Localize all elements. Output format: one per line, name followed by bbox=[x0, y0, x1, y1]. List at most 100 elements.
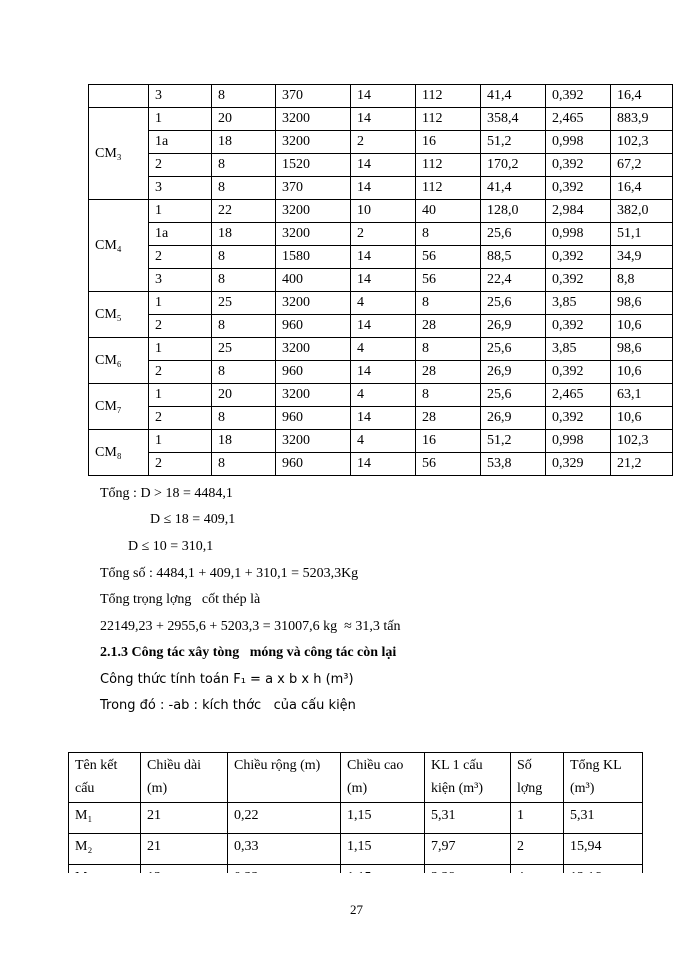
table-cell: 10,6 bbox=[610, 406, 673, 430]
table-row: 1a 18 3200 2 16 51,2 0,998 102,3 bbox=[89, 130, 673, 154]
table-cell: 20 bbox=[211, 383, 276, 407]
table-cell: 0,998 bbox=[545, 429, 611, 453]
group-label: CM₈ bbox=[88, 429, 149, 476]
table-cell: 8 bbox=[211, 176, 276, 200]
text-line: Tổng trọng lợng cốt thép là bbox=[100, 592, 261, 607]
table-cell: 8 bbox=[211, 314, 276, 338]
text-line: Tổng số : 4484,1 + 409,1 + 310,1 = 5203,… bbox=[100, 566, 359, 581]
header-cell: Số lợng bbox=[510, 752, 564, 803]
table-cell: 2 bbox=[148, 406, 212, 430]
table-cell: 18 bbox=[211, 222, 276, 246]
table-cell: 18 bbox=[211, 130, 276, 154]
steel-table: 3 8 370 14 112 41,4 0,392 16,4 CM₃ 1 20 3200 14 112 35… bbox=[88, 84, 673, 476]
header-row: Tên kết cấu Chiều dài (m) Chiều rộng (m) Ch… bbox=[68, 752, 643, 803]
table-cell: 28 bbox=[415, 406, 481, 430]
table-cell: 5,31 bbox=[424, 802, 511, 834]
table-cell: 3,29 bbox=[424, 864, 511, 873]
table-cell: 1520 bbox=[275, 153, 351, 177]
table-cell: 2 bbox=[510, 833, 564, 865]
table-cell: 1580 bbox=[275, 245, 351, 269]
table-cell: 358,4 bbox=[480, 107, 546, 131]
table-cell: 3200 bbox=[275, 383, 351, 407]
table-cell: 0,998 bbox=[545, 222, 611, 246]
table-cell: 0,392 bbox=[545, 360, 611, 384]
table-cell: 2 bbox=[148, 360, 212, 384]
table-cell: 2 bbox=[350, 130, 416, 154]
table-cell: 51,1 bbox=[610, 222, 673, 246]
table-cell: 3200 bbox=[275, 337, 351, 361]
table-cell: 0,392 bbox=[545, 84, 611, 108]
table-cell: 26,9 bbox=[480, 406, 546, 430]
group-label: CM₃ bbox=[88, 107, 149, 200]
table-cell: 13,16 bbox=[563, 864, 643, 873]
table-cell: 128,0 bbox=[480, 199, 546, 223]
table-cell: 0,392 bbox=[545, 153, 611, 177]
table-cell: 8 bbox=[211, 360, 276, 384]
table-cell: 0,392 bbox=[545, 406, 611, 430]
table-cell: 34,9 bbox=[610, 245, 673, 269]
table-row: 3 8 370 14 112 41,4 0,392 16,4 bbox=[89, 176, 673, 200]
table-cell: 15,94 bbox=[563, 833, 643, 865]
table-cell: 14 bbox=[350, 84, 416, 108]
table-cell: 25,6 bbox=[480, 222, 546, 246]
table-cell: 40 bbox=[415, 199, 481, 223]
table-cell: 0,33 bbox=[227, 833, 341, 865]
table-cell: 56 bbox=[415, 245, 481, 269]
table-cell: 10 bbox=[350, 199, 416, 223]
table-cell: 25 bbox=[211, 291, 276, 315]
table-cell: 98,6 bbox=[610, 291, 673, 315]
table-cell: 0,392 bbox=[545, 176, 611, 200]
section-heading: 2.1.3 Công tác xây tòng móng và công tác… bbox=[100, 645, 397, 660]
formula: Công thức tính toán F₁ = a x b x h (m³) bbox=[100, 672, 354, 687]
table-cell: 2 bbox=[148, 314, 212, 338]
table-cell: 960 bbox=[275, 406, 351, 430]
table-cell: 25,6 bbox=[480, 337, 546, 361]
table-cell: 3 bbox=[148, 268, 212, 292]
table-row: 3 8 370 14 112 41,4 0,392 16,4 bbox=[88, 84, 673, 108]
table-cell: 56 bbox=[415, 268, 481, 292]
table-cell: 2 bbox=[148, 153, 212, 177]
table-cell: 14 bbox=[350, 314, 416, 338]
table-cell: 3,85 bbox=[545, 291, 611, 315]
table-cell: 10,6 bbox=[610, 360, 673, 384]
table-cell: 112 bbox=[415, 153, 481, 177]
table-cell: 13 bbox=[140, 864, 228, 873]
table-cell: 1 bbox=[148, 291, 212, 315]
table-cell: 8 bbox=[415, 383, 481, 407]
table-cell: 4 bbox=[350, 291, 416, 315]
table-cell: 3200 bbox=[275, 107, 351, 131]
masonry-table: Tên kết cấu Chiều dài (m) Chiều rộng (m) Ch… bbox=[68, 752, 643, 873]
group-label: CM₄ bbox=[88, 199, 149, 292]
table-cell: 21 bbox=[140, 833, 228, 865]
table-cell: 14 bbox=[350, 452, 416, 476]
header-cell: Chiều dài (m) bbox=[140, 752, 228, 803]
table-row: CM₈ 1 18 3200 4 16 51,2 0,998 102,3 bbox=[88, 429, 673, 476]
table-cell: 14 bbox=[350, 176, 416, 200]
table-cell: 3200 bbox=[275, 130, 351, 154]
table-cell: 883,9 bbox=[610, 107, 673, 131]
table-cell: 370 bbox=[275, 84, 351, 108]
table-cell: 960 bbox=[275, 314, 351, 338]
table-cell: 1a bbox=[148, 222, 212, 246]
table-cell: 2,984 bbox=[545, 199, 611, 223]
table-cell: 18 bbox=[211, 429, 276, 453]
table-row: CM₅ 1 25 3200 4 8 25,6 3,85 98,6 bbox=[88, 291, 673, 338]
group-label: CM₅ bbox=[88, 291, 149, 338]
table-cell: 0,392 bbox=[545, 268, 611, 292]
text-line: Tổng : D > 18 = 4484,1 bbox=[100, 486, 233, 501]
group-label: CM₆ bbox=[88, 337, 149, 384]
table-row: 2 8 960 14 28 26,9 0,392 10,6 bbox=[89, 360, 673, 384]
table-cell: 0,22 bbox=[227, 864, 341, 873]
table-cell: 16,4 bbox=[610, 84, 673, 108]
table-cell: 2,465 bbox=[545, 383, 611, 407]
table-cell: 102,3 bbox=[610, 429, 673, 453]
table-cell: 8,8 bbox=[610, 268, 673, 292]
table-cell: 16 bbox=[415, 130, 481, 154]
table-cell: 4 bbox=[350, 429, 416, 453]
table-row: 2 8 960 14 56 53,8 0,329 21,2 bbox=[89, 452, 673, 476]
table-cell: 960 bbox=[275, 452, 351, 476]
table-cell: 51,2 bbox=[480, 429, 546, 453]
table-cell: 14 bbox=[350, 406, 416, 430]
table-cell: 98,6 bbox=[610, 337, 673, 361]
table-row: 2 8 1580 14 56 88,5 0,392 34,9 bbox=[89, 245, 673, 269]
